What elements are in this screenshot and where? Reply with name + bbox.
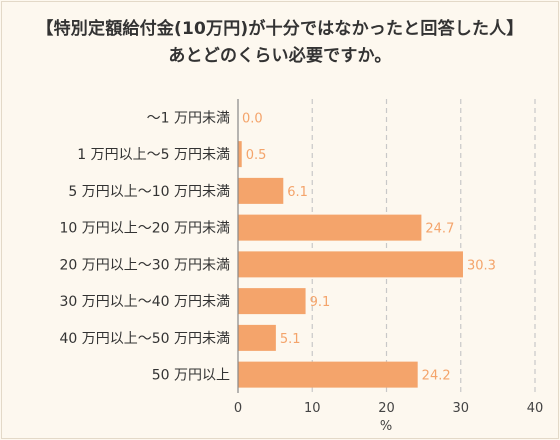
value-label: 5.1: [280, 332, 301, 347]
value-label: 0.5: [246, 148, 267, 163]
category-label: 1 万円以上～5 万円未満: [77, 147, 230, 163]
category-label: ～1 万円未満: [147, 110, 230, 126]
bar: [238, 141, 242, 168]
value-label: 9.1: [310, 295, 331, 310]
bar: [238, 214, 422, 241]
chart-subtitle: あとどのくらい必要ですか。: [168, 46, 392, 66]
x-tick-label: 40: [527, 401, 544, 416]
category-label: 40 万円以上～50 万円未満: [59, 331, 230, 347]
value-label: 24.7: [425, 222, 454, 237]
category-label: 10 万円以上～20 万円未満: [59, 221, 230, 237]
value-label: 30.3: [467, 258, 496, 273]
value-label: 0.0: [242, 111, 263, 126]
x-tick-label: 20: [378, 401, 395, 416]
category-label: 30 万円以上～40 万円未満: [59, 294, 230, 310]
category-label: 20 万円以上～30 万円未満: [59, 257, 230, 273]
x-tick-label: 10: [304, 401, 321, 416]
x-tick-label: 30: [452, 401, 469, 416]
bar: [238, 288, 306, 315]
chart-title: 【特別定額給付金(10万円)が十分ではなかったと回答した人】: [36, 19, 524, 39]
bar: [238, 361, 418, 388]
bar: [238, 251, 463, 278]
bar: [238, 177, 284, 204]
bar: [238, 324, 276, 351]
value-label: 6.1: [287, 185, 308, 200]
x-axis-label: %: [380, 419, 392, 434]
category-label: 5 万円以上～10 万円未満: [68, 184, 230, 200]
value-label: 24.2: [422, 369, 451, 384]
x-tick-label: 0: [234, 401, 242, 416]
category-label: 50 万円以上: [152, 368, 230, 384]
